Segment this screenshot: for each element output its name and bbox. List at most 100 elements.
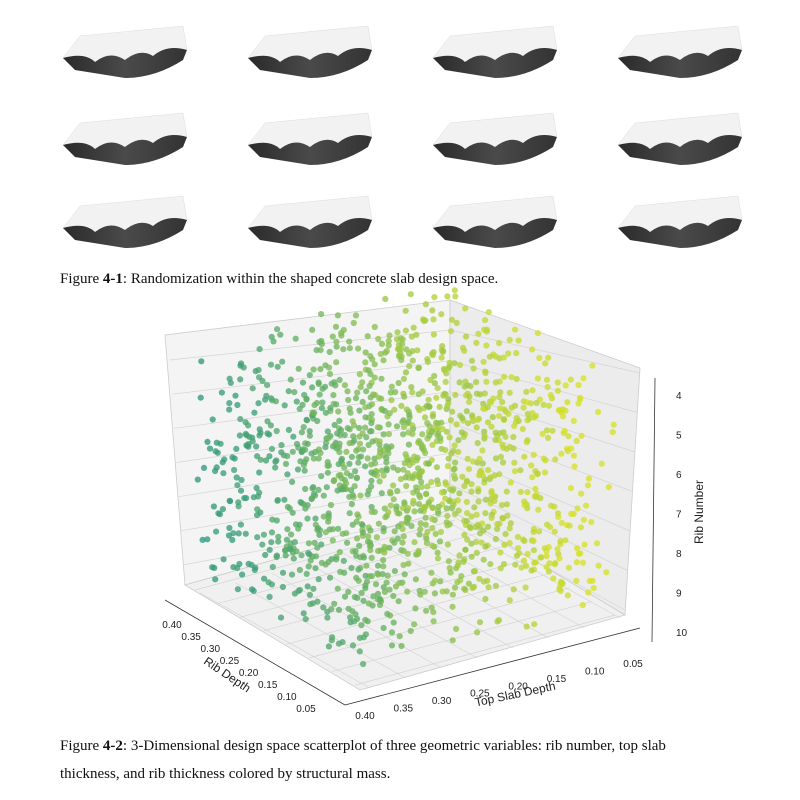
- scatter-texture-dot: [548, 502, 555, 509]
- scatter-texture-dot: [331, 421, 338, 429]
- scatter-texture-dot: [347, 614, 354, 621]
- scatter-texture-dot: [338, 329, 345, 337]
- scatter-texture-dot: [513, 375, 520, 383]
- scatter-texture-dot: [304, 440, 311, 447]
- scatter-texture-dot: [387, 488, 394, 495]
- scatter-texture-dot: [406, 363, 413, 370]
- scatter-texture-dot: [400, 561, 407, 569]
- scatter-texture-dot: [562, 382, 569, 389]
- scatter-texture-dot: [468, 513, 475, 520]
- scatter-texture-dot: [324, 469, 331, 476]
- scatter-texture-dot: [480, 556, 487, 563]
- scatter-texture-dot: [511, 423, 518, 430]
- scatter-texture-dot: [442, 495, 449, 502]
- grid-line: [342, 552, 514, 649]
- scatter-texture-dot: [383, 459, 390, 466]
- scatter-texture-dot: [446, 363, 453, 370]
- scatter-texture-dot: [593, 540, 601, 547]
- scatter-texture-dot: [220, 556, 227, 563]
- scatter-texture-dot: [558, 519, 565, 527]
- scatter-texture-dot: [329, 537, 336, 544]
- scatter-texture-dot: [339, 486, 346, 493]
- scatter-texture-dot: [586, 577, 593, 585]
- scatter-texture-dot: [335, 444, 343, 451]
- scatter-texture-dot: [435, 503, 442, 510]
- scatter-texture-dot: [507, 479, 514, 486]
- scatter-texture-dot: [561, 427, 568, 435]
- scatter-texture-dot: [430, 609, 437, 616]
- scatter-texture-dot: [368, 420, 375, 427]
- scatter-texture-dot: [281, 496, 288, 503]
- scatter-texture-dot: [296, 586, 303, 594]
- scatter-texture-dot: [274, 363, 281, 370]
- scatter-texture-dot: [406, 350, 413, 357]
- scatter-texture-dot: [506, 597, 513, 604]
- scatter-texture-dot: [444, 512, 451, 520]
- scatter-texture-dot: [581, 541, 588, 548]
- scatter-texture-dot: [313, 399, 320, 407]
- scatter-texture-dot: [381, 543, 388, 550]
- scatter-texture-dot: [404, 550, 411, 557]
- scatter-texture-dot: [443, 519, 450, 526]
- scatter-texture-dot: [459, 344, 467, 351]
- scatter-texture-dot: [462, 546, 469, 553]
- scatter-texture-dot: [279, 358, 286, 365]
- scatter-texture-dot: [450, 466, 457, 473]
- scatter-texture-dot: [529, 346, 536, 353]
- scatter-texture-dot: [256, 469, 263, 476]
- scatter-texture-dot: [283, 536, 290, 543]
- scatter-texture-dot: [580, 516, 587, 523]
- scatter-texture-dot: [250, 587, 257, 595]
- scatter-texture-dot: [396, 633, 403, 640]
- scatter-texture-dot: [385, 450, 392, 457]
- scatter-texture-dot: [322, 409, 329, 416]
- scatter-texture-dot: [237, 487, 245, 494]
- scatter-texture-dot: [338, 457, 345, 464]
- scatter-texture-dot: [281, 402, 288, 409]
- scatter-texture-dot: [528, 462, 535, 469]
- scatter-texture-dot: [346, 345, 353, 352]
- scatter-texture-dot: [468, 357, 476, 364]
- scatter-texture-dot: [560, 413, 567, 420]
- scatter-texture-dot: [290, 555, 297, 562]
- scatter-texture-dot: [496, 340, 503, 347]
- scatter-texture-dot: [297, 499, 304, 506]
- scatter-texture-dot: [269, 516, 276, 523]
- scatter-texture-dot: [511, 326, 519, 333]
- scatter-texture-dot: [417, 591, 424, 598]
- scatter-texture-dot: [515, 545, 522, 552]
- scatter-texture-dot: [312, 565, 319, 572]
- scatter-texture-dot: [370, 391, 377, 398]
- scatter-texture-dot: [454, 579, 461, 586]
- scatter-texture-dot: [476, 619, 484, 626]
- scatter-texture-dot: [350, 422, 358, 429]
- scatter-texture-dot: [385, 431, 392, 438]
- scatter-texture-dot: [266, 593, 273, 601]
- z-tick-label: 8: [676, 549, 682, 560]
- scatter-texture-dot: [299, 401, 306, 408]
- scatter-texture-dot: [415, 438, 423, 445]
- scatter-texture-dot: [316, 531, 323, 539]
- scatter-texture-dot: [524, 489, 531, 496]
- scatter-texture-dot: [385, 337, 392, 345]
- scatter-texture-dot: [411, 539, 418, 546]
- scatter-texture-dot: [378, 467, 385, 474]
- slab-rendering: [62, 25, 188, 79]
- scatter-texture-dot: [574, 505, 581, 512]
- scatter-texture-dot: [285, 426, 292, 433]
- scatter-texture-dot: [390, 592, 397, 600]
- scatter-texture-dot: [322, 529, 329, 536]
- scatter-texture-dot: [291, 389, 298, 396]
- scatter-texture-dot: [386, 544, 393, 551]
- scatter-texture-dot: [367, 527, 374, 534]
- scatter-texture-dot: [459, 414, 466, 422]
- scatter-texture-dot: [310, 455, 317, 462]
- scatter-texture-dot: [255, 400, 262, 407]
- scatter-texture-dot: [397, 335, 404, 342]
- scatter-texture-dot: [506, 336, 513, 343]
- scatter-texture-dot: [359, 398, 366, 405]
- scatter-texture-dot: [497, 565, 504, 572]
- scatter-texture-dot: [487, 561, 494, 568]
- scatter-texture-dot: [476, 455, 483, 462]
- scatter-texture-dot: [464, 382, 471, 389]
